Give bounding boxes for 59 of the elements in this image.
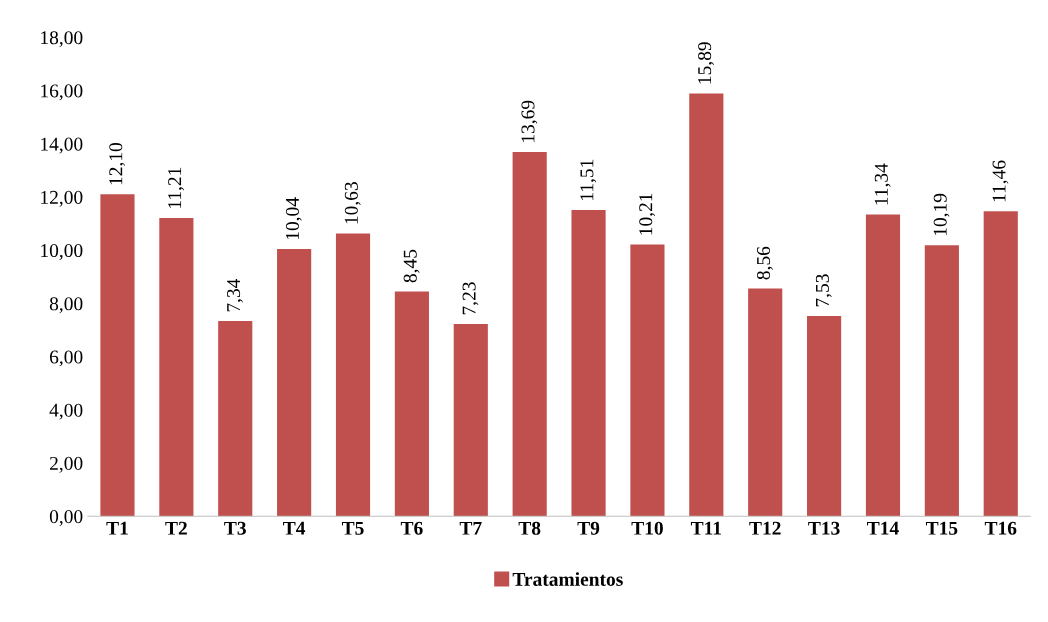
data-label: 11,51 [580, 159, 597, 200]
data-label: 8,45 [403, 249, 420, 283]
x-tick-label: T13 [808, 521, 840, 535]
data-label: 10,19 [933, 193, 950, 236]
bar [277, 249, 312, 517]
x-tick-label: T11 [690, 521, 721, 535]
x-tick-label: T1 [106, 521, 128, 535]
bar [983, 211, 1018, 517]
y-tick-label: 18,00 [41, 31, 83, 48]
bar [807, 315, 842, 517]
x-tick-label: T15 [925, 521, 958, 535]
data-label: 15,89 [698, 42, 714, 84]
bar [865, 214, 901, 517]
bar [748, 288, 783, 517]
x-tick-label: T6 [400, 521, 423, 535]
x-tick-label: T14 [867, 521, 899, 535]
bar [100, 194, 135, 517]
y-tick-label: 6,00 [49, 350, 83, 367]
bar [924, 245, 959, 517]
x-tick-label: T12 [749, 521, 781, 535]
bar [394, 291, 429, 517]
x-tick-label: T2 [165, 521, 187, 535]
x-tick-label: T8 [518, 521, 541, 535]
data-label: 12,10 [109, 142, 126, 185]
data-label: 11,46 [992, 160, 1009, 202]
data-label: 11,34 [874, 163, 891, 205]
x-tick-label: T4 [283, 521, 306, 535]
bar [689, 93, 724, 517]
data-label: 10,21 [639, 193, 656, 235]
y-tick-label: 4,00 [49, 403, 83, 420]
y-tick-label: 12,00 [41, 190, 83, 207]
y-tick-label: 0,00 [49, 510, 83, 526]
y-tick-label: 8,00 [49, 297, 83, 314]
bar [512, 152, 547, 517]
y-tick-label: 10,00 [41, 244, 83, 260]
y-tick-label: 14,00 [41, 137, 83, 154]
data-label: 8,56 [756, 246, 773, 280]
bar [218, 320, 253, 517]
x-tick-label: T3 [224, 521, 246, 535]
bar [335, 233, 371, 517]
x-tick-label: T9 [577, 521, 600, 535]
data-label: 13,69 [521, 100, 538, 142]
bar [453, 323, 488, 517]
bar [571, 210, 606, 517]
data-label: 7,53 [815, 274, 832, 307]
x-tick-label: T7 [459, 521, 482, 535]
bar [630, 244, 665, 517]
data-label: 7,23 [462, 282, 479, 315]
bar [159, 217, 194, 517]
data-label: 10,04 [285, 197, 302, 240]
y-tick-label: 2,00 [50, 456, 83, 473]
data-label: 10,63 [344, 182, 361, 224]
x-tick-label: T10 [631, 521, 663, 535]
y-tick-label: 16,00 [41, 84, 83, 101]
data-label: 7,34 [227, 278, 243, 312]
legend-label: Tratamientos [512, 572, 623, 586]
x-tick-label: T16 [984, 521, 1017, 535]
x-tick-label: T5 [341, 521, 364, 535]
data-label: 11,21 [168, 167, 185, 208]
